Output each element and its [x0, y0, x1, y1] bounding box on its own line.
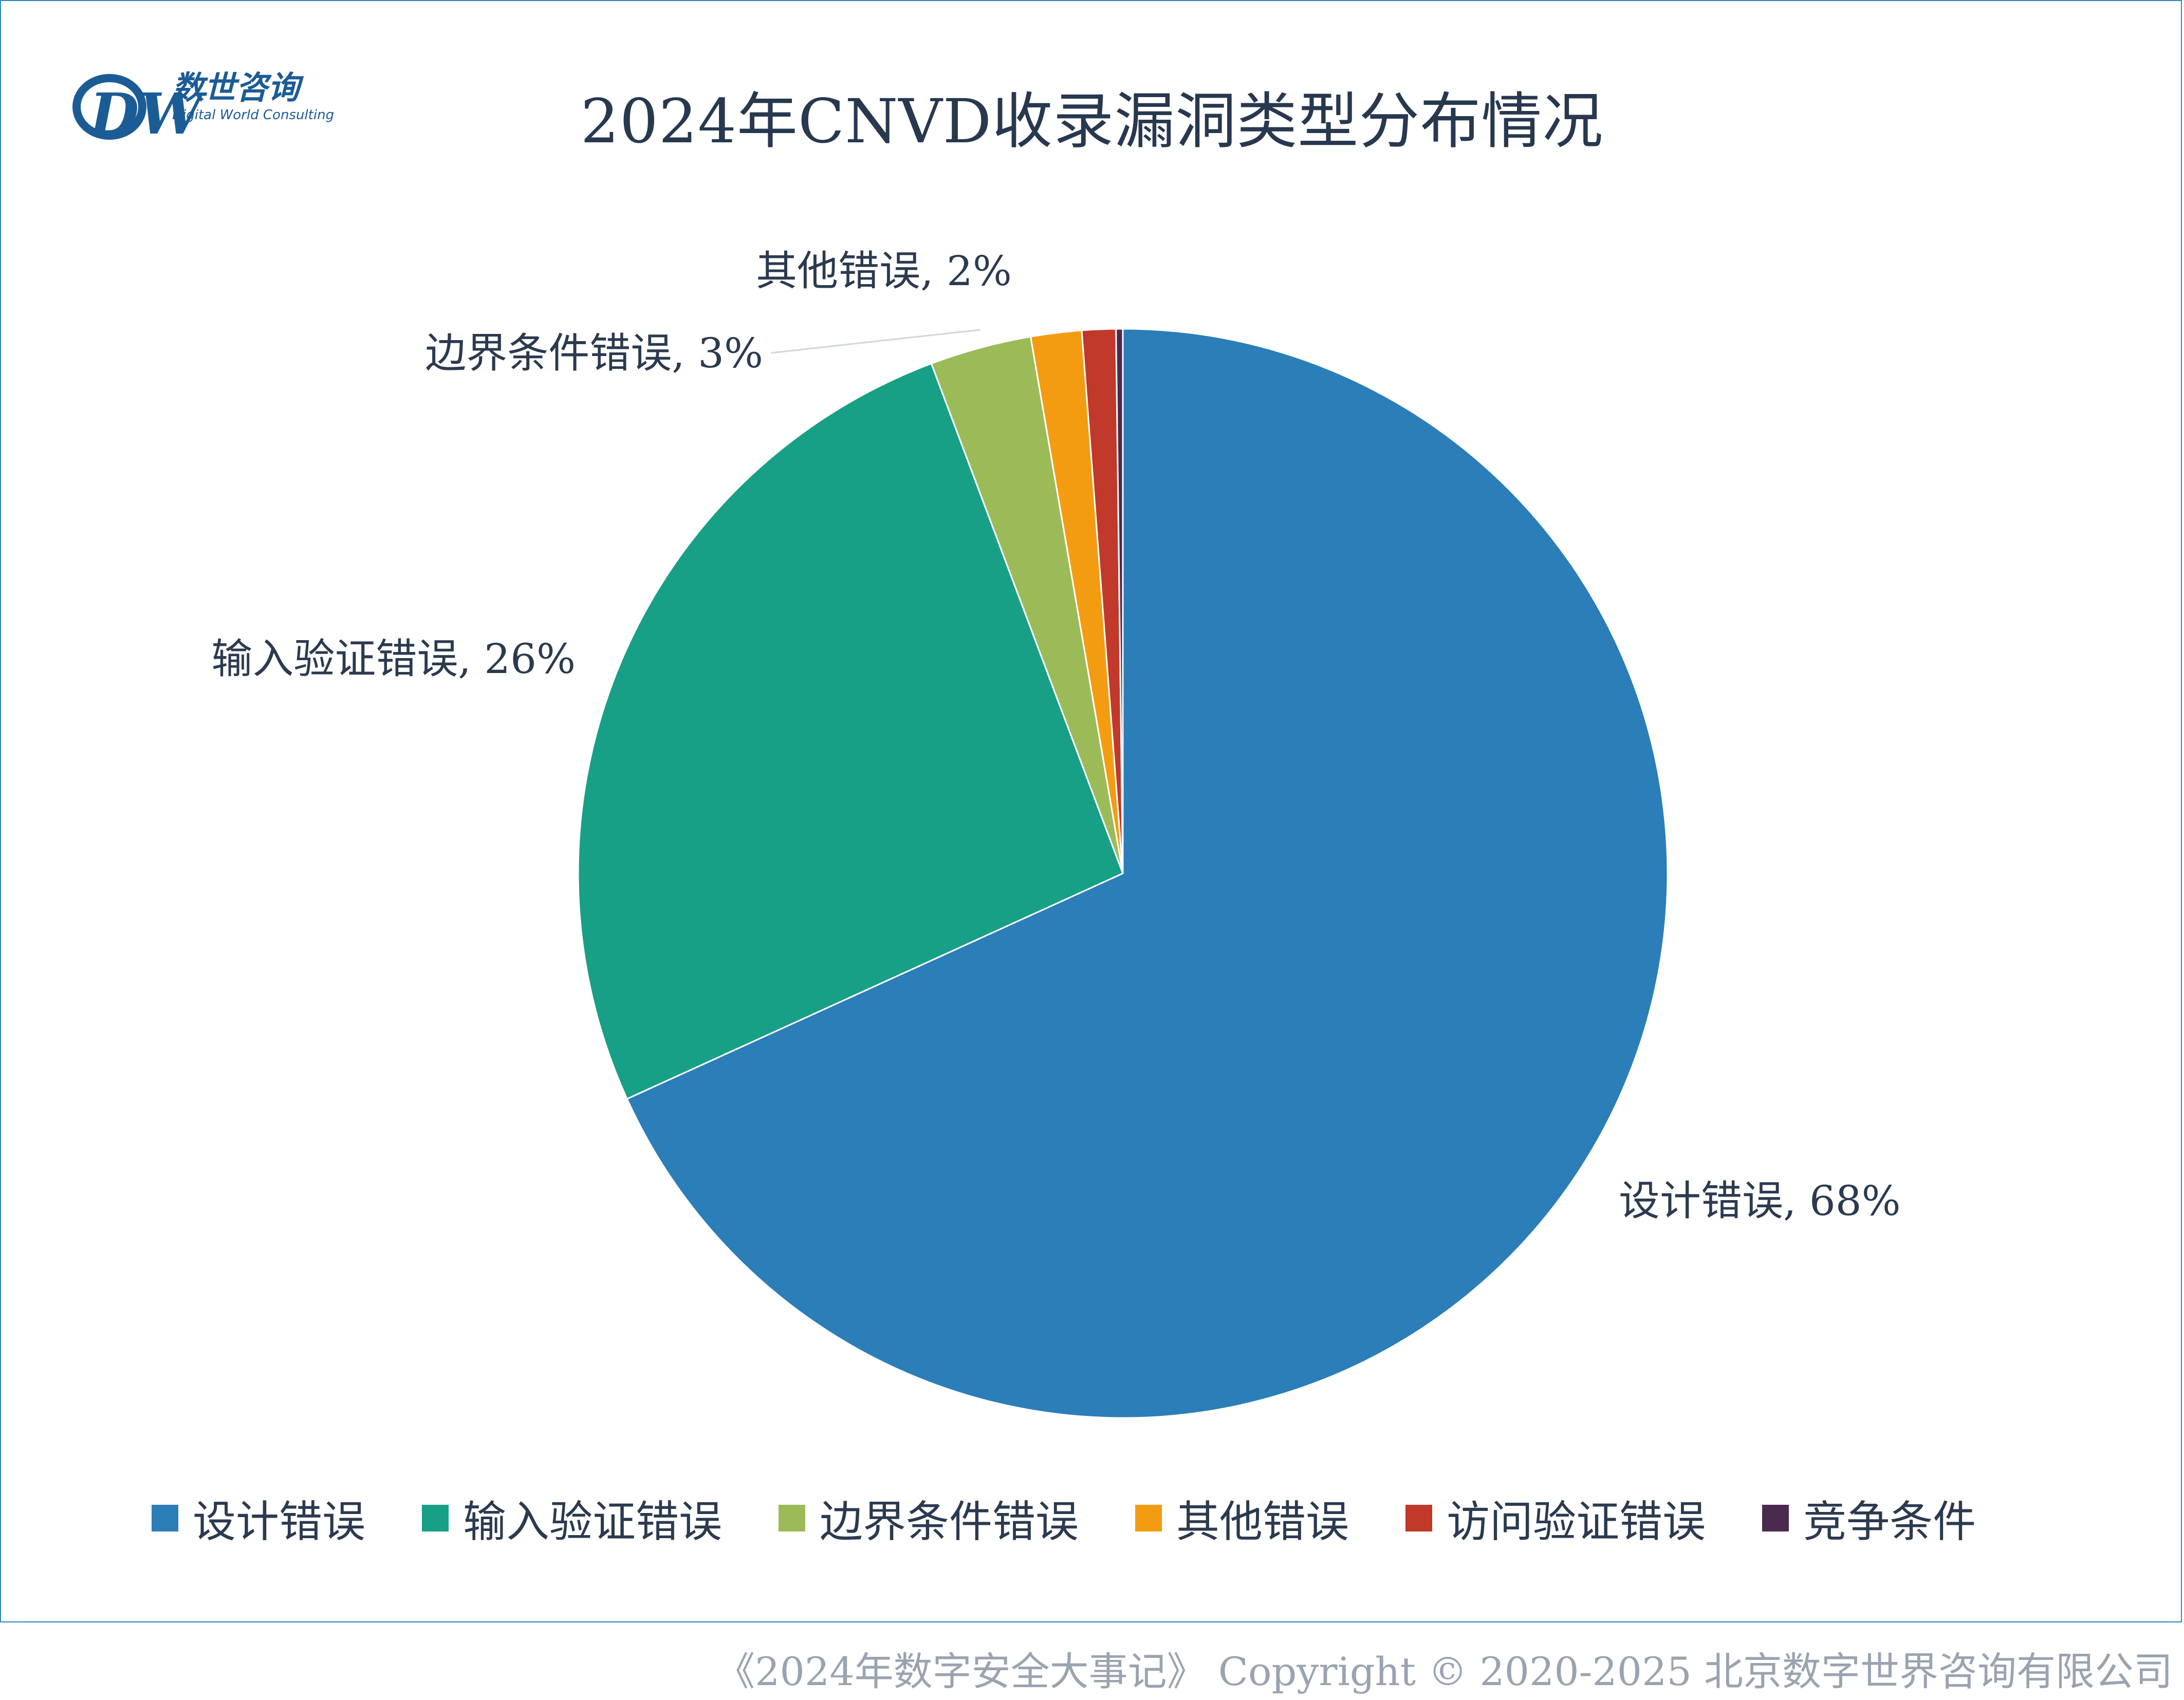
legend-swatch: [1135, 1505, 1162, 1531]
pie-chart: 设计错误, 68% 输入验证错误, 26% 边界条件错误, 3% 其他错误, 2%: [211, 247, 1901, 1419]
pie-slice-1: [626, 328, 1669, 1419]
legend-swatch: [422, 1505, 449, 1531]
chart-title: 2024年CNVD收录漏洞类型分布情况: [580, 86, 1604, 157]
pie-slice-2: [577, 362, 1124, 1100]
legend-label: 其他错误: [1176, 1496, 1349, 1547]
legend-swatch: [1762, 1505, 1789, 1531]
slice-label-1: 设计错误, 68%: [1619, 1177, 1901, 1225]
legend-label: 设计错误: [193, 1496, 366, 1547]
company-logo: DW 数世咨询 Digital World Consulting: [69, 62, 337, 149]
legend-item-2: 输入验证错误: [422, 1487, 722, 1549]
slice-label-3: 边界条件错误, 3%: [425, 329, 763, 377]
legend-label: 访问验证错误: [1447, 1496, 1706, 1547]
legend-item-5: 访问验证错误: [1405, 1487, 1706, 1549]
logo-letters: DW: [88, 81, 207, 147]
legend: 设计错误 输入验证错误 边界条件错误 其他错误 访问验证错误 竞争条件: [152, 1487, 2032, 1549]
copyright-footer: 《2024年数字安全大事记》 Copyright © 2020-2025 北京数…: [716, 1649, 2173, 1694]
slice-label-2: 输入验证错误, 26%: [211, 635, 576, 683]
legend-swatch: [152, 1505, 178, 1531]
leader-line-3: [770, 329, 980, 354]
pie-slice-6: [1115, 328, 1124, 874]
legend-label: 输入验证错误: [463, 1496, 723, 1547]
legend-item-3: 边界条件错误: [779, 1487, 1079, 1549]
legend-swatch: [779, 1505, 806, 1531]
logo-ring: [72, 74, 146, 140]
logo-cn-text: 数世咨询: [172, 69, 304, 106]
legend-label: 竞争条件: [1803, 1496, 1976, 1547]
legend-item-6: 竞争条件: [1762, 1487, 1976, 1549]
legend-item-4: 其他错误: [1135, 1487, 1349, 1549]
legend-swatch: [1405, 1505, 1433, 1531]
chart-frame: [0, 0, 2182, 1622]
slice-label-4: 其他错误, 2%: [756, 247, 1012, 295]
legend-label: 边界条件错误: [820, 1496, 1079, 1547]
legend-item-1: 设计错误: [152, 1487, 365, 1549]
logo-en-text: Digital World Consulting: [172, 107, 334, 123]
